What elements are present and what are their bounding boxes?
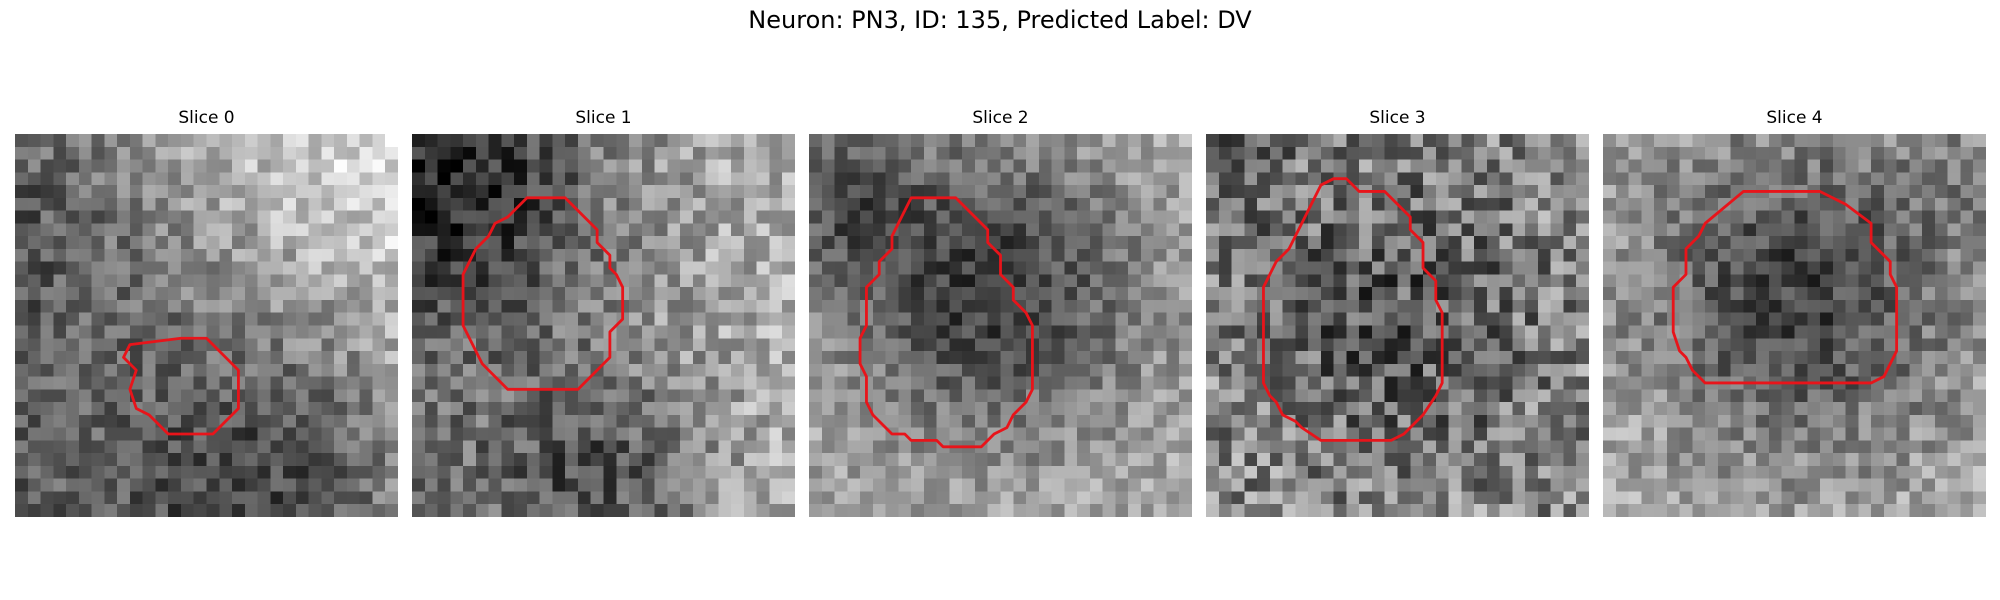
- slice-title-4: Slice 4: [1766, 108, 1823, 128]
- slice-image-4: [1603, 134, 1986, 517]
- figure-title: Neuron: PN3, ID: 135, Predicted Label: D…: [748, 6, 1252, 34]
- slice-title-1: Slice 1: [575, 108, 632, 128]
- slice-image-0: [15, 134, 398, 517]
- neuron-contour: [122, 336, 240, 436]
- neuron-contour: [1262, 177, 1444, 442]
- slice-image-1: [412, 134, 795, 517]
- slice-title-0: Slice 0: [178, 108, 235, 128]
- neuron-contour: [461, 196, 625, 391]
- pixel-grid: [412, 134, 795, 517]
- slice-image-2: [809, 134, 1192, 517]
- neuron-contour: [1671, 190, 1899, 385]
- pixel-grid: [15, 134, 398, 517]
- slice-title-2: Slice 2: [972, 108, 1029, 128]
- slice-title-3: Slice 3: [1369, 108, 1426, 128]
- pixel-grid: [1206, 134, 1589, 517]
- neuron-contour: [858, 196, 1034, 449]
- slice-image-3: [1206, 134, 1589, 517]
- pixel-grid: [809, 134, 1192, 517]
